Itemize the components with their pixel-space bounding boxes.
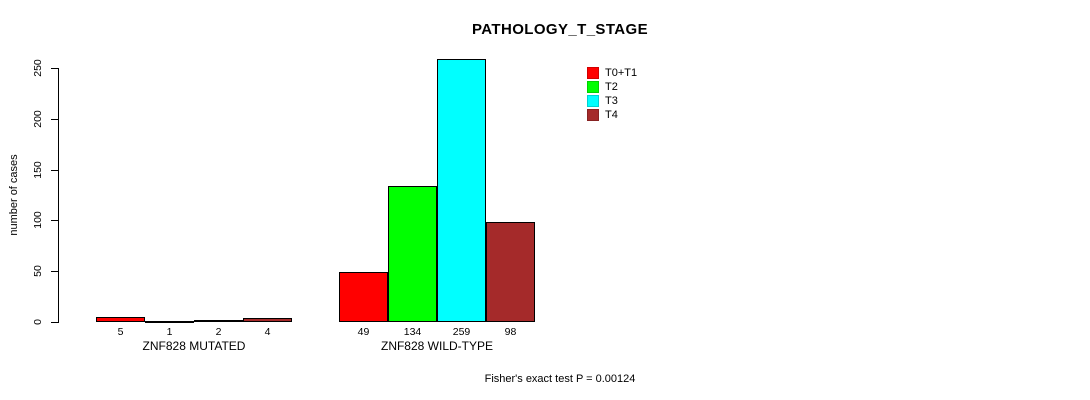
bar-value-label: 4 xyxy=(264,326,271,338)
legend-label: T2 xyxy=(605,81,618,93)
y-tick xyxy=(51,322,58,323)
y-tick-label: 0 xyxy=(32,319,44,325)
bar xyxy=(194,320,243,322)
y-tick xyxy=(51,119,58,120)
legend-item: T4 xyxy=(587,108,637,122)
bar xyxy=(145,321,194,323)
legend-item: T2 xyxy=(587,80,637,94)
bar-value-label: 259 xyxy=(452,326,471,338)
bar xyxy=(339,272,388,322)
legend-swatch xyxy=(587,81,599,93)
bar xyxy=(96,317,145,322)
legend-swatch xyxy=(587,95,599,107)
y-tick-label: 200 xyxy=(32,110,44,128)
legend: T0+T1 T2 T3 T4 xyxy=(587,66,637,122)
legend-label: T0+T1 xyxy=(605,67,638,79)
legend-label: T4 xyxy=(605,109,618,121)
y-tick-label: 50 xyxy=(32,265,44,277)
y-axis-line xyxy=(58,68,59,323)
y-tick xyxy=(51,271,58,272)
bar-value-label: 49 xyxy=(357,326,370,338)
legend-swatch xyxy=(587,109,599,121)
bar xyxy=(243,318,292,322)
y-tick xyxy=(51,68,58,69)
legend-item: T3 xyxy=(587,94,637,108)
y-tick-label: 100 xyxy=(32,211,44,229)
stat-annotation: Fisher's exact test P = 0.00124 xyxy=(484,373,636,385)
chart-title: PATHOLOGY_T_STAGE xyxy=(472,21,648,38)
legend-swatch xyxy=(587,67,599,79)
legend-label: T3 xyxy=(605,95,618,107)
bar xyxy=(388,186,437,322)
bar xyxy=(437,59,486,322)
y-axis-label: number of cases xyxy=(8,154,20,236)
bar-value-label: 98 xyxy=(504,326,517,338)
bar-value-label: 134 xyxy=(403,326,422,338)
bar-value-label: 5 xyxy=(117,326,124,338)
legend-item: T0+T1 xyxy=(587,66,637,80)
y-tick-label: 250 xyxy=(32,59,44,77)
y-tick-label: 150 xyxy=(32,161,44,179)
bar-value-label: 1 xyxy=(166,326,173,338)
bar xyxy=(486,222,535,322)
y-tick xyxy=(51,220,58,221)
y-tick xyxy=(51,170,58,171)
group-label: ZNF828 WILD-TYPE xyxy=(380,339,494,353)
group-label: ZNF828 MUTATED xyxy=(142,339,246,353)
bar-value-label: 2 xyxy=(215,326,222,338)
